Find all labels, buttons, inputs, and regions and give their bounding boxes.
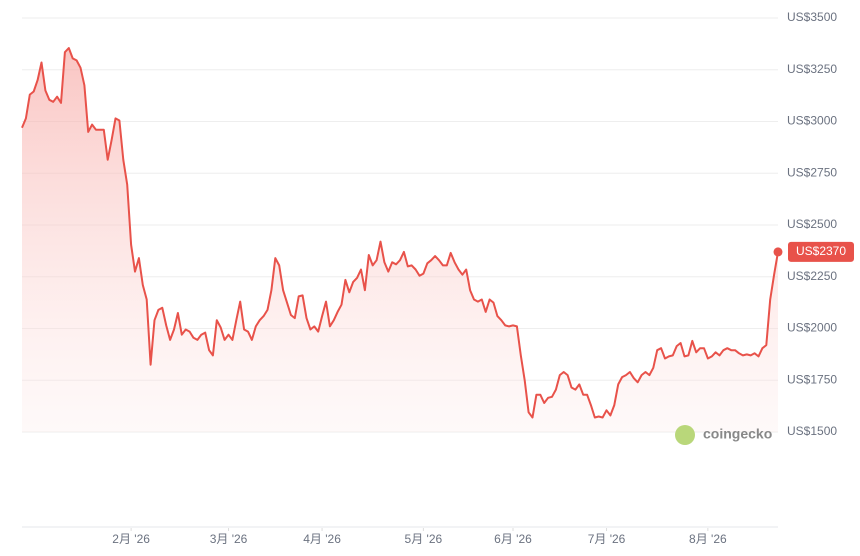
x-tick-label: 2月 '26	[112, 532, 150, 546]
price-line	[21, 47, 779, 419]
x-tick-label: 7月 '26	[588, 532, 626, 546]
x-tick-label: 6月 '26	[494, 532, 532, 546]
watermark-logo	[675, 425, 695, 445]
x-tick-label: 4月 '26	[303, 532, 341, 546]
area-fill	[22, 48, 778, 432]
y-tick-label: US$1500	[787, 424, 837, 438]
watermark-text: coingecko	[703, 426, 772, 442]
y-tick-label: US$2750	[787, 165, 837, 179]
y-tick-label: US$3250	[787, 62, 837, 76]
y-tick-label: US$2250	[787, 269, 837, 283]
price-tag-label: US$2370	[796, 244, 846, 258]
x-tick-label: 5月 '26	[405, 532, 443, 546]
y-tick-label: US$3000	[787, 114, 837, 128]
price-tag	[788, 241, 854, 262]
y-tick-label: US$2000	[787, 321, 837, 335]
y-tick-label: US$2500	[787, 217, 837, 231]
x-tick-label: 3月 '26	[210, 532, 248, 546]
last-point	[773, 247, 783, 257]
y-tick-label: US$3500	[787, 10, 837, 24]
watermark: coingecko	[675, 425, 772, 445]
y-tick-label: US$1750	[787, 372, 837, 386]
x-tick-label: 8月 '26	[689, 532, 727, 546]
